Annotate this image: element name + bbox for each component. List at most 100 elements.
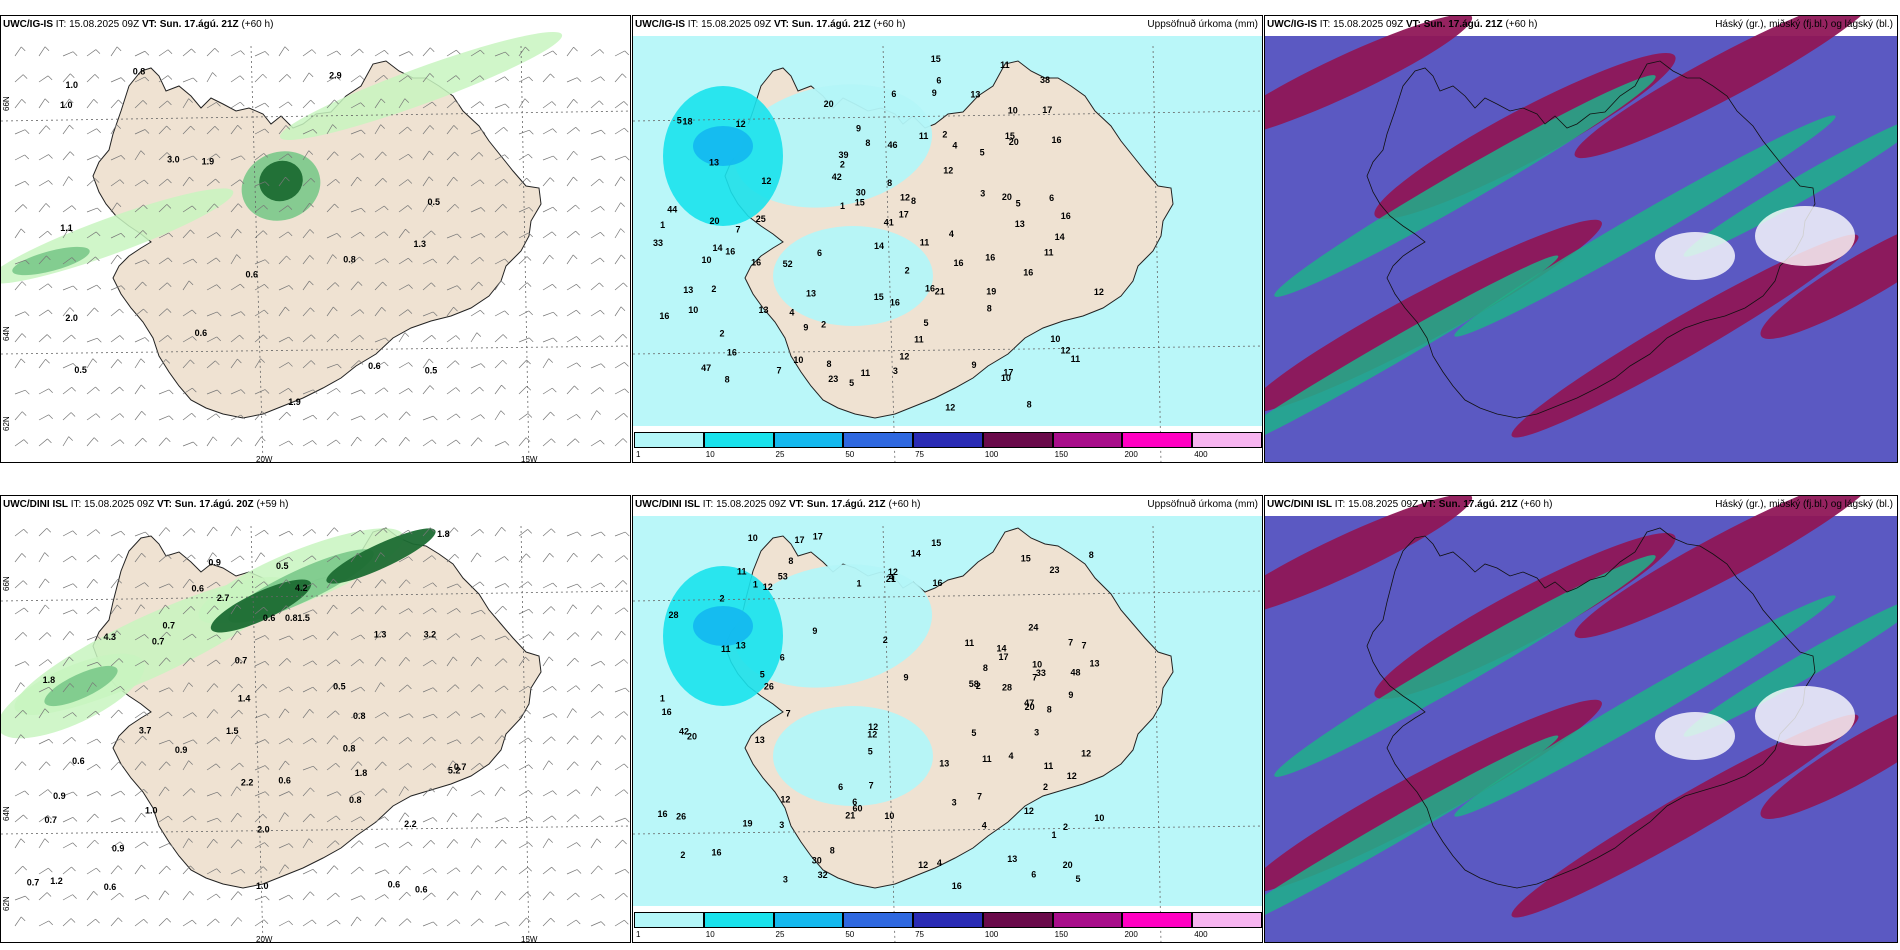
precip-value-label: 13 xyxy=(1015,219,1025,229)
panel-cloud-top: UWC/IG-IS IT: 15.08.2025 09Z VT: Sun. 17… xyxy=(1264,15,1898,463)
precip-value-label: 12 xyxy=(780,795,790,805)
wind-value-label: 0.7 xyxy=(235,656,248,666)
precip-value-label: 8 xyxy=(827,359,832,369)
precip-value-label: 33 xyxy=(1036,668,1046,678)
wind-value-label: 0.7 xyxy=(162,621,175,631)
precip-value-label: 7 xyxy=(735,225,740,235)
precip-field-dark xyxy=(693,606,753,646)
precip-value-label: 8 xyxy=(1089,550,1094,560)
precip-value-label: 33 xyxy=(653,238,663,248)
wind-value-label: 2.0 xyxy=(65,313,78,323)
wind-value-label: 1.0 xyxy=(65,80,78,90)
panel-cloud-bottom: UWC/DINI ISL IT: 15.08.2025 09Z VT: Sun.… xyxy=(1264,495,1898,943)
precip-value-label: 10 xyxy=(701,255,711,265)
colorbar-swatch xyxy=(1192,432,1262,448)
wind-value-label: 0.7 xyxy=(27,877,40,887)
precip-value-label: 42 xyxy=(679,726,689,736)
precip-value-label: 11 xyxy=(1044,248,1054,258)
precip-value-label: 15 xyxy=(1005,131,1015,141)
wind-map: 66N 64N 20W 15W 62N 0.8 1.3 0.5 0.8 1.9 0.6 2.0 2.9 3… xyxy=(1,16,630,462)
precip-value-label: 4 xyxy=(952,141,957,151)
precip-value-label: 9 xyxy=(972,360,977,370)
precip-value-label: 20 xyxy=(1025,702,1035,712)
wind-value-label: 2.0 xyxy=(257,825,270,835)
precip-value-label: 11 xyxy=(1071,354,1081,364)
cloud-field-high xyxy=(1265,496,1473,618)
precip-value-label: 14 xyxy=(1055,232,1065,242)
precip-value-label: 10 xyxy=(1008,105,1018,115)
precip-value-label: 16 xyxy=(657,809,667,819)
colorbar-tick: 150 xyxy=(1054,450,1069,459)
wind-value-label: 0.6 xyxy=(415,884,428,894)
precip-value-label: 3 xyxy=(980,189,985,199)
colorbar-swatch xyxy=(1052,432,1123,448)
wind-value-label: 0.8 xyxy=(285,613,298,623)
colorbar-tick: 10 xyxy=(705,930,715,939)
precip-value-label: 11 xyxy=(965,638,975,648)
colorbar: 1 10 25 50 75 100 150 200 400 xyxy=(634,432,1262,460)
wind-value-label: 1.8 xyxy=(355,768,368,778)
precip-value-label: 12 xyxy=(867,730,877,740)
precip-value-label: 12 xyxy=(761,176,771,186)
precip-value-label: 9 xyxy=(812,626,817,636)
precip-value-label: 47 xyxy=(701,363,711,373)
precip-value-label: 20 xyxy=(1002,192,1012,202)
precip-value-label: 15 xyxy=(874,292,884,302)
precip-value-label: 2 xyxy=(976,681,981,691)
precip-value-label: 10 xyxy=(748,533,758,543)
precip-value-label: 12 xyxy=(918,860,928,870)
cloud-field-high xyxy=(1574,496,1876,639)
grid-label: 62N xyxy=(2,896,11,911)
precip-value-label: 16 xyxy=(711,847,721,857)
precip-value-label: 9 xyxy=(932,88,937,98)
precip-value-label: 41 xyxy=(884,218,894,228)
cloud-field-high xyxy=(1265,16,1473,138)
precip-value-label: 2 xyxy=(720,329,725,339)
precip-value-label: 20 xyxy=(824,99,834,109)
wind-barbs xyxy=(14,46,630,447)
precip-value-label: 21 xyxy=(935,286,945,296)
wind-value-label: 0.6 xyxy=(191,583,204,593)
precip-value-label: 17 xyxy=(794,535,804,545)
panel-title: UWC/IG-IS IT: 15.08.2025 09Z VT: Sun. 17… xyxy=(3,19,274,30)
wind-value-label: 0.8 xyxy=(353,711,366,721)
precip-value-label: 12 xyxy=(736,119,746,129)
colorbar-swatch xyxy=(1052,912,1123,928)
wind-value-label: 0.5 xyxy=(428,197,441,207)
precip-value-label: 17 xyxy=(813,531,823,541)
precip-value-label: 4 xyxy=(982,821,987,831)
precip-value-label: 1 xyxy=(660,220,665,230)
precip-value-label: 38 xyxy=(1040,75,1050,85)
cloud-field-mid xyxy=(1274,75,1656,297)
wind-value-label: 0.7 xyxy=(152,636,165,646)
precip-value-label: 9 xyxy=(856,123,861,133)
wind-value-label: 1.8 xyxy=(437,529,450,539)
precip-value-label: 2 xyxy=(711,284,716,294)
precip-value-label: 60 xyxy=(853,803,863,813)
precip-value-label: 8 xyxy=(987,303,992,313)
precip-value-label: 5 xyxy=(924,318,929,328)
precip-value-label: 17 xyxy=(1042,105,1052,115)
precip-value-label: 7 xyxy=(1068,638,1073,648)
precip-value-label: 26 xyxy=(676,811,686,821)
wind-value-label: 0.5 xyxy=(425,365,438,375)
panel-precip-top: UWC/IG-IS IT: 15.08.2025 09Z VT: Sun. 17… xyxy=(632,15,1263,463)
colorbar-tick: 1 xyxy=(636,930,641,939)
precip-value-label: 20 xyxy=(1063,860,1073,870)
precip-value-label: 16 xyxy=(1023,268,1033,278)
colorbar-swatch xyxy=(773,432,844,448)
precip-value-label: 11 xyxy=(919,131,929,141)
wind-field-dark xyxy=(259,160,303,202)
precip-value-label: 16 xyxy=(725,247,735,257)
precip-value-label: 17 xyxy=(1003,368,1013,378)
precip-value-label: 16 xyxy=(953,258,963,268)
precip-map: 1272228103231348284732262153603342201258… xyxy=(633,496,1262,942)
precip-value-label: 3 xyxy=(783,875,788,885)
cloud-field-mid xyxy=(1454,115,1836,337)
cloud-field-high xyxy=(1265,699,1602,893)
colorbar-swatch xyxy=(773,912,844,928)
precip-value-label: 17 xyxy=(899,209,909,219)
precip-value-label: 16 xyxy=(662,707,672,717)
precip-value-label: 8 xyxy=(725,375,730,385)
